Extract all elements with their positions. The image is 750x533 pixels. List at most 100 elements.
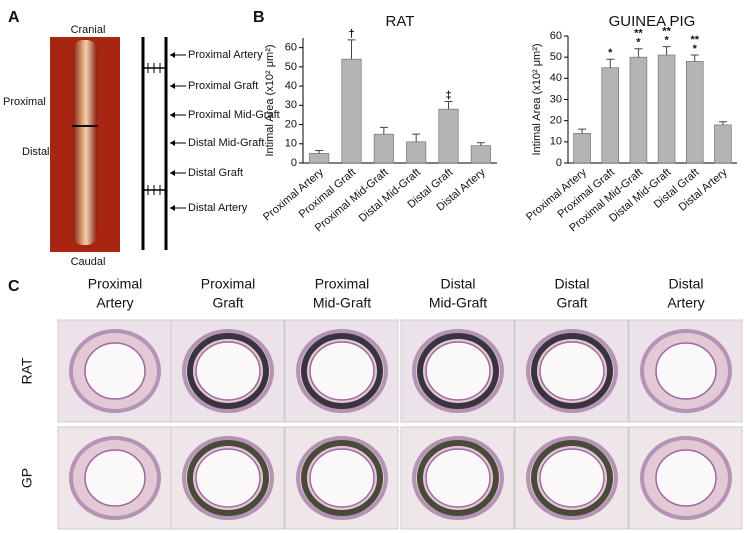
- lumen: [539, 341, 605, 401]
- lumen: [425, 448, 491, 508]
- y-tick-label: 30: [550, 93, 562, 105]
- segment-label: Proximal Graft: [188, 80, 258, 92]
- significance: *: [693, 43, 698, 55]
- significance: *: [636, 37, 641, 49]
- column-header: Distal: [440, 276, 475, 292]
- column-header: Proximal: [315, 276, 369, 292]
- error-bar: [662, 46, 671, 56]
- bar: [438, 108, 459, 164]
- panel-letter: B: [253, 9, 265, 26]
- arrow-head: [170, 83, 175, 89]
- column-header: Mid-Graft: [313, 295, 371, 311]
- error-bar: [718, 121, 727, 125]
- significance: **: [662, 25, 671, 37]
- y-tick-label: 20: [285, 118, 297, 130]
- arrow-head: [170, 140, 175, 146]
- significance: *: [608, 47, 613, 59]
- segment-label: Proximal Mid-Graft: [188, 109, 280, 121]
- segment-label: Distal Mid-Graft: [188, 137, 264, 149]
- graft-ring: [301, 440, 383, 516]
- error-bar: [690, 54, 699, 62]
- panel-letter: C: [8, 278, 20, 295]
- y-axis-label: Intimal Area (x10² μm²): [531, 43, 543, 155]
- label: Caudal: [71, 256, 106, 268]
- graft-ring: [187, 440, 269, 516]
- bar: [601, 67, 619, 164]
- arrow-head: [170, 112, 175, 118]
- significance: *: [664, 34, 669, 46]
- error-bar: [347, 39, 356, 60]
- y-tick-label: 40: [285, 80, 297, 92]
- bar: [341, 58, 362, 164]
- column-header: Distal: [554, 276, 589, 292]
- error-bar: [476, 142, 485, 146]
- label: Cranial: [71, 24, 106, 36]
- error-bar: [444, 100, 453, 110]
- lumen: [84, 342, 146, 400]
- lumen: [539, 448, 605, 508]
- column-header: Proximal: [201, 276, 255, 292]
- bar: [714, 124, 732, 164]
- bar: [685, 61, 704, 164]
- y-tick-label: 10: [550, 136, 562, 148]
- label: Proximal: [3, 96, 46, 108]
- column-header: Mid-Graft: [429, 295, 487, 311]
- error-bar: [379, 126, 388, 135]
- graft-ring: [187, 333, 269, 409]
- lumen: [195, 448, 261, 508]
- y-tick-label: 50: [285, 61, 297, 73]
- diagram: [141, 37, 168, 250]
- y-tick-label: 40: [550, 72, 562, 84]
- arrow-head: [170, 170, 175, 176]
- y-tick-label: 0: [556, 157, 562, 169]
- y-tick-label: 60: [550, 30, 562, 42]
- graft-ring: [531, 440, 613, 516]
- column-header: Proximal: [88, 276, 142, 292]
- lumen: [309, 341, 375, 401]
- segment-label: Distal Graft: [188, 167, 243, 179]
- column-header: Graft: [212, 295, 243, 311]
- bar: [657, 54, 676, 164]
- error-bar: [634, 48, 643, 58]
- segment-label: Distal Artery: [188, 202, 248, 214]
- label: Distal: [22, 146, 50, 158]
- y-tick-label: 0: [291, 157, 297, 169]
- lumen: [425, 341, 491, 401]
- y-tick-label: 10: [285, 138, 297, 150]
- row-label: RAT: [19, 357, 35, 384]
- bar: [406, 141, 427, 164]
- vessel: [73, 40, 97, 245]
- y-tick-label: 30: [285, 99, 297, 111]
- chart-title: RAT: [386, 13, 415, 30]
- y-tick-label: 60: [285, 42, 297, 54]
- bar: [309, 153, 330, 164]
- error-bar: [315, 150, 324, 154]
- bar: [373, 133, 394, 164]
- lumen: [309, 448, 375, 508]
- significance: **: [690, 34, 699, 46]
- bar: [629, 56, 648, 164]
- column-header: Distal: [668, 276, 703, 292]
- column-header: Artery: [667, 295, 704, 311]
- lumen: [655, 449, 717, 507]
- graft-ring: [417, 333, 499, 409]
- significance: †: [348, 28, 354, 40]
- column-header: Graft: [556, 295, 587, 311]
- lumen: [84, 449, 146, 507]
- row-label: GP: [19, 468, 35, 488]
- bar: [573, 133, 591, 164]
- segment-label: Proximal Artery: [188, 49, 263, 61]
- lumen: [655, 342, 717, 400]
- graft-ring: [301, 333, 383, 409]
- error-bar: [578, 128, 587, 134]
- panel-letter: A: [8, 9, 20, 26]
- y-tick-label: 20: [550, 115, 562, 127]
- bar: [470, 145, 491, 164]
- error-bar: [606, 58, 615, 68]
- significance: **: [634, 28, 643, 40]
- chart-title: GUINEA PIG: [609, 13, 696, 30]
- column-header: Artery: [96, 295, 133, 311]
- graft-ring: [417, 440, 499, 516]
- graft-ring: [531, 333, 613, 409]
